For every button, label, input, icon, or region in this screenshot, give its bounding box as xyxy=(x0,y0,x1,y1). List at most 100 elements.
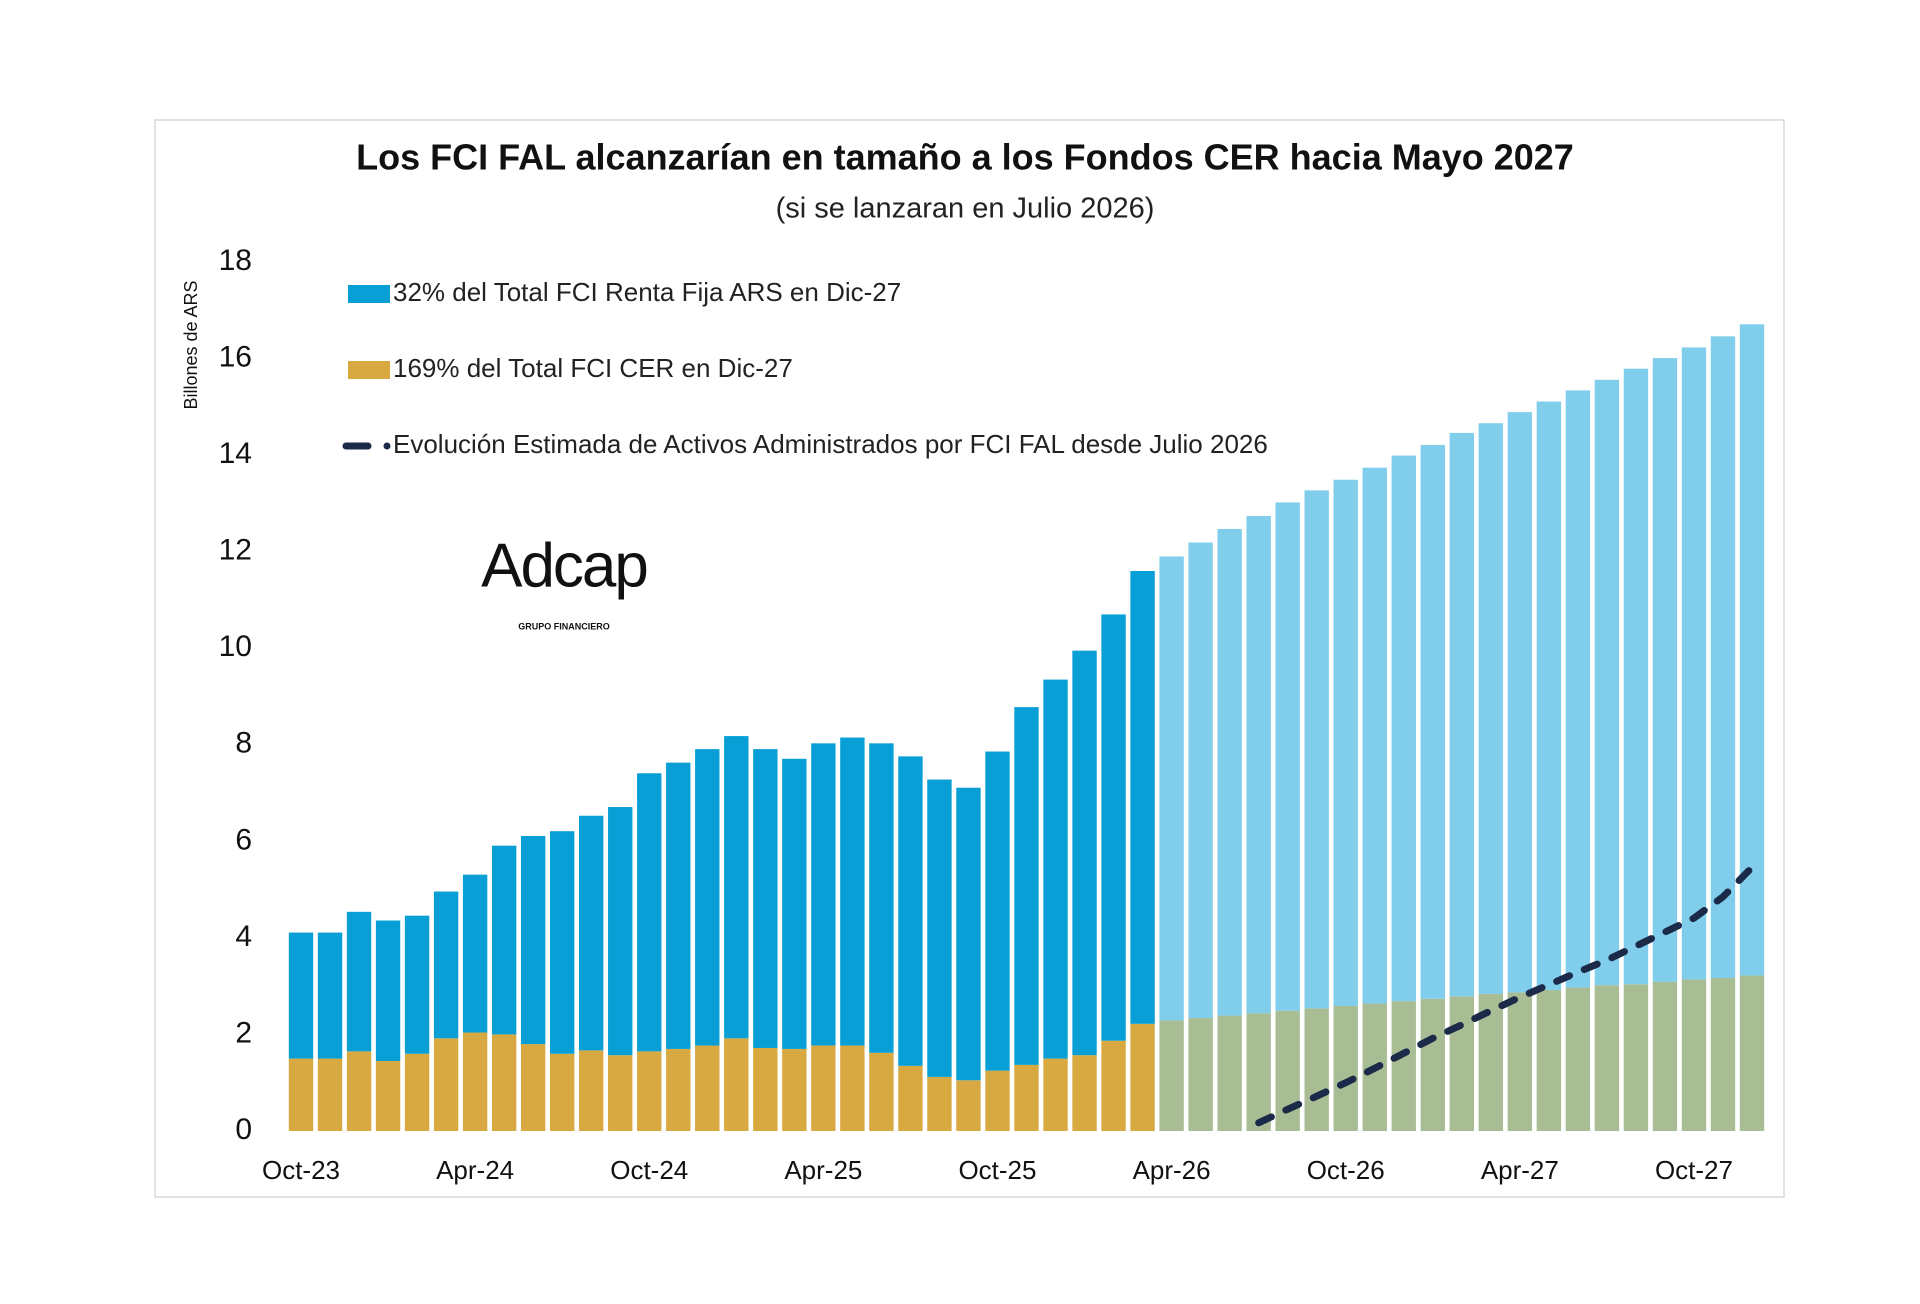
x-tick-label: Apr-24 xyxy=(436,1155,514,1185)
bar-segment xyxy=(1507,992,1533,1131)
bar-segment xyxy=(1391,1001,1416,1131)
bar-segment xyxy=(666,762,691,1049)
bar-segment xyxy=(549,1053,575,1131)
bar-segment xyxy=(956,787,981,1081)
y-axis-label: Billones de ARS xyxy=(181,280,201,409)
bar-segment xyxy=(1623,368,1649,985)
bar-segment xyxy=(288,932,314,1059)
bar-segment xyxy=(1275,502,1300,1011)
bar-segment xyxy=(433,891,459,1039)
bar-segment xyxy=(346,1051,372,1131)
bar-segment xyxy=(1739,324,1765,976)
bar-segment xyxy=(317,1058,343,1131)
bar-segment xyxy=(1101,1040,1126,1131)
bar-segment xyxy=(898,1065,923,1131)
y-tick-label: 10 xyxy=(219,630,252,663)
bar-segment xyxy=(695,749,720,1046)
bar-segment xyxy=(1681,979,1707,1131)
bar-segment xyxy=(1333,479,1358,1006)
bar-segment xyxy=(1130,570,1155,1024)
bar-segment xyxy=(869,1052,894,1131)
x-tick-label: Oct-24 xyxy=(610,1155,688,1185)
bar-segment xyxy=(811,743,836,1046)
y-tick-label: 8 xyxy=(235,727,252,760)
bar-segment xyxy=(1043,1058,1068,1131)
bar-segment xyxy=(1014,1064,1039,1131)
bar-segment xyxy=(462,1032,488,1131)
bar-segment xyxy=(404,915,430,1054)
bar-segment xyxy=(346,911,372,1052)
bar-segment xyxy=(288,1058,314,1131)
bar-segment xyxy=(1159,556,1184,1021)
y-tick-label: 2 xyxy=(235,1016,252,1049)
bar-segment xyxy=(1594,985,1620,1131)
bar-segment xyxy=(869,743,894,1053)
bar-segment xyxy=(462,874,488,1033)
bar-segment xyxy=(1420,998,1445,1131)
x-tick-label: Apr-25 xyxy=(784,1155,862,1185)
legend-label: Evolución Estimada de Activos Administra… xyxy=(393,429,1268,459)
bar-segment xyxy=(695,1045,720,1131)
bar-segment xyxy=(1333,1005,1358,1131)
y-tick-label: 6 xyxy=(235,823,252,856)
bar-segment xyxy=(608,807,633,1056)
bar-segment xyxy=(1565,987,1591,1131)
legend-swatch xyxy=(348,361,390,379)
bar-segment xyxy=(433,1038,459,1131)
chart-subtitle: (si se lanzaran en Julio 2026) xyxy=(776,193,1155,225)
bar-segment xyxy=(1710,977,1736,1131)
legend-swatch xyxy=(348,285,390,303)
bar-segment xyxy=(1072,650,1097,1056)
bar-segment xyxy=(956,1080,981,1131)
bar-segment xyxy=(1652,358,1678,982)
legend-label: 169% del Total FCI CER en Dic-27 xyxy=(393,353,793,383)
bar-segment xyxy=(375,920,401,1061)
x-tick-label: Oct-25 xyxy=(958,1155,1036,1185)
bar-segment xyxy=(1594,379,1620,986)
bar-segment xyxy=(1565,390,1591,988)
bar-segment xyxy=(1507,412,1533,993)
bar-segment xyxy=(1246,515,1271,1014)
chart-title: Los FCI FAL alcanzarían en tamaño a los … xyxy=(356,137,1574,178)
bar-segment xyxy=(1304,490,1329,1009)
legend-swatch xyxy=(383,442,391,450)
logo-name: Adcap xyxy=(481,531,647,600)
y-tick-label: 4 xyxy=(235,920,252,953)
bar-segment xyxy=(520,1044,546,1131)
bar-segment xyxy=(898,756,923,1066)
bar-segment xyxy=(637,1051,662,1131)
bar-segment xyxy=(1014,707,1039,1065)
bar-segment xyxy=(1217,528,1242,1016)
bar-segment xyxy=(724,736,749,1039)
bar-segment xyxy=(1652,981,1678,1131)
bar-segment xyxy=(782,1048,807,1131)
bar-segment xyxy=(927,1076,952,1131)
bar-segment xyxy=(1362,467,1387,1004)
bar-segment xyxy=(1536,401,1562,991)
y-tick-label: 16 xyxy=(219,340,252,373)
bar-segment xyxy=(782,758,807,1049)
bar-segment xyxy=(840,1045,865,1131)
bar-segment xyxy=(1246,1013,1271,1131)
bar-segment xyxy=(491,1034,517,1131)
bar-segment xyxy=(404,1053,430,1131)
bar-segment xyxy=(1072,1055,1097,1131)
bar-segment xyxy=(375,1060,401,1131)
bar-segment xyxy=(1217,1015,1242,1131)
bar-segment xyxy=(491,845,517,1035)
bar-segment xyxy=(666,1048,691,1131)
x-tick-label: Apr-26 xyxy=(1133,1155,1211,1185)
bar-segment xyxy=(724,1038,749,1131)
bar-segment xyxy=(1188,1018,1213,1131)
bar-segment xyxy=(1130,1023,1155,1131)
bar-segment xyxy=(1478,423,1504,994)
bar-segment xyxy=(1710,336,1736,978)
bar-segment xyxy=(1623,984,1649,1131)
logo-tagline: GRUPO FINANCIERO xyxy=(518,621,610,631)
bar-segment xyxy=(1449,996,1474,1131)
legend-label: 32% del Total FCI Renta Fija ARS en Dic-… xyxy=(393,277,901,307)
bar-segment xyxy=(579,815,604,1051)
bar-segment xyxy=(840,737,865,1046)
bar-segment xyxy=(1043,679,1068,1059)
